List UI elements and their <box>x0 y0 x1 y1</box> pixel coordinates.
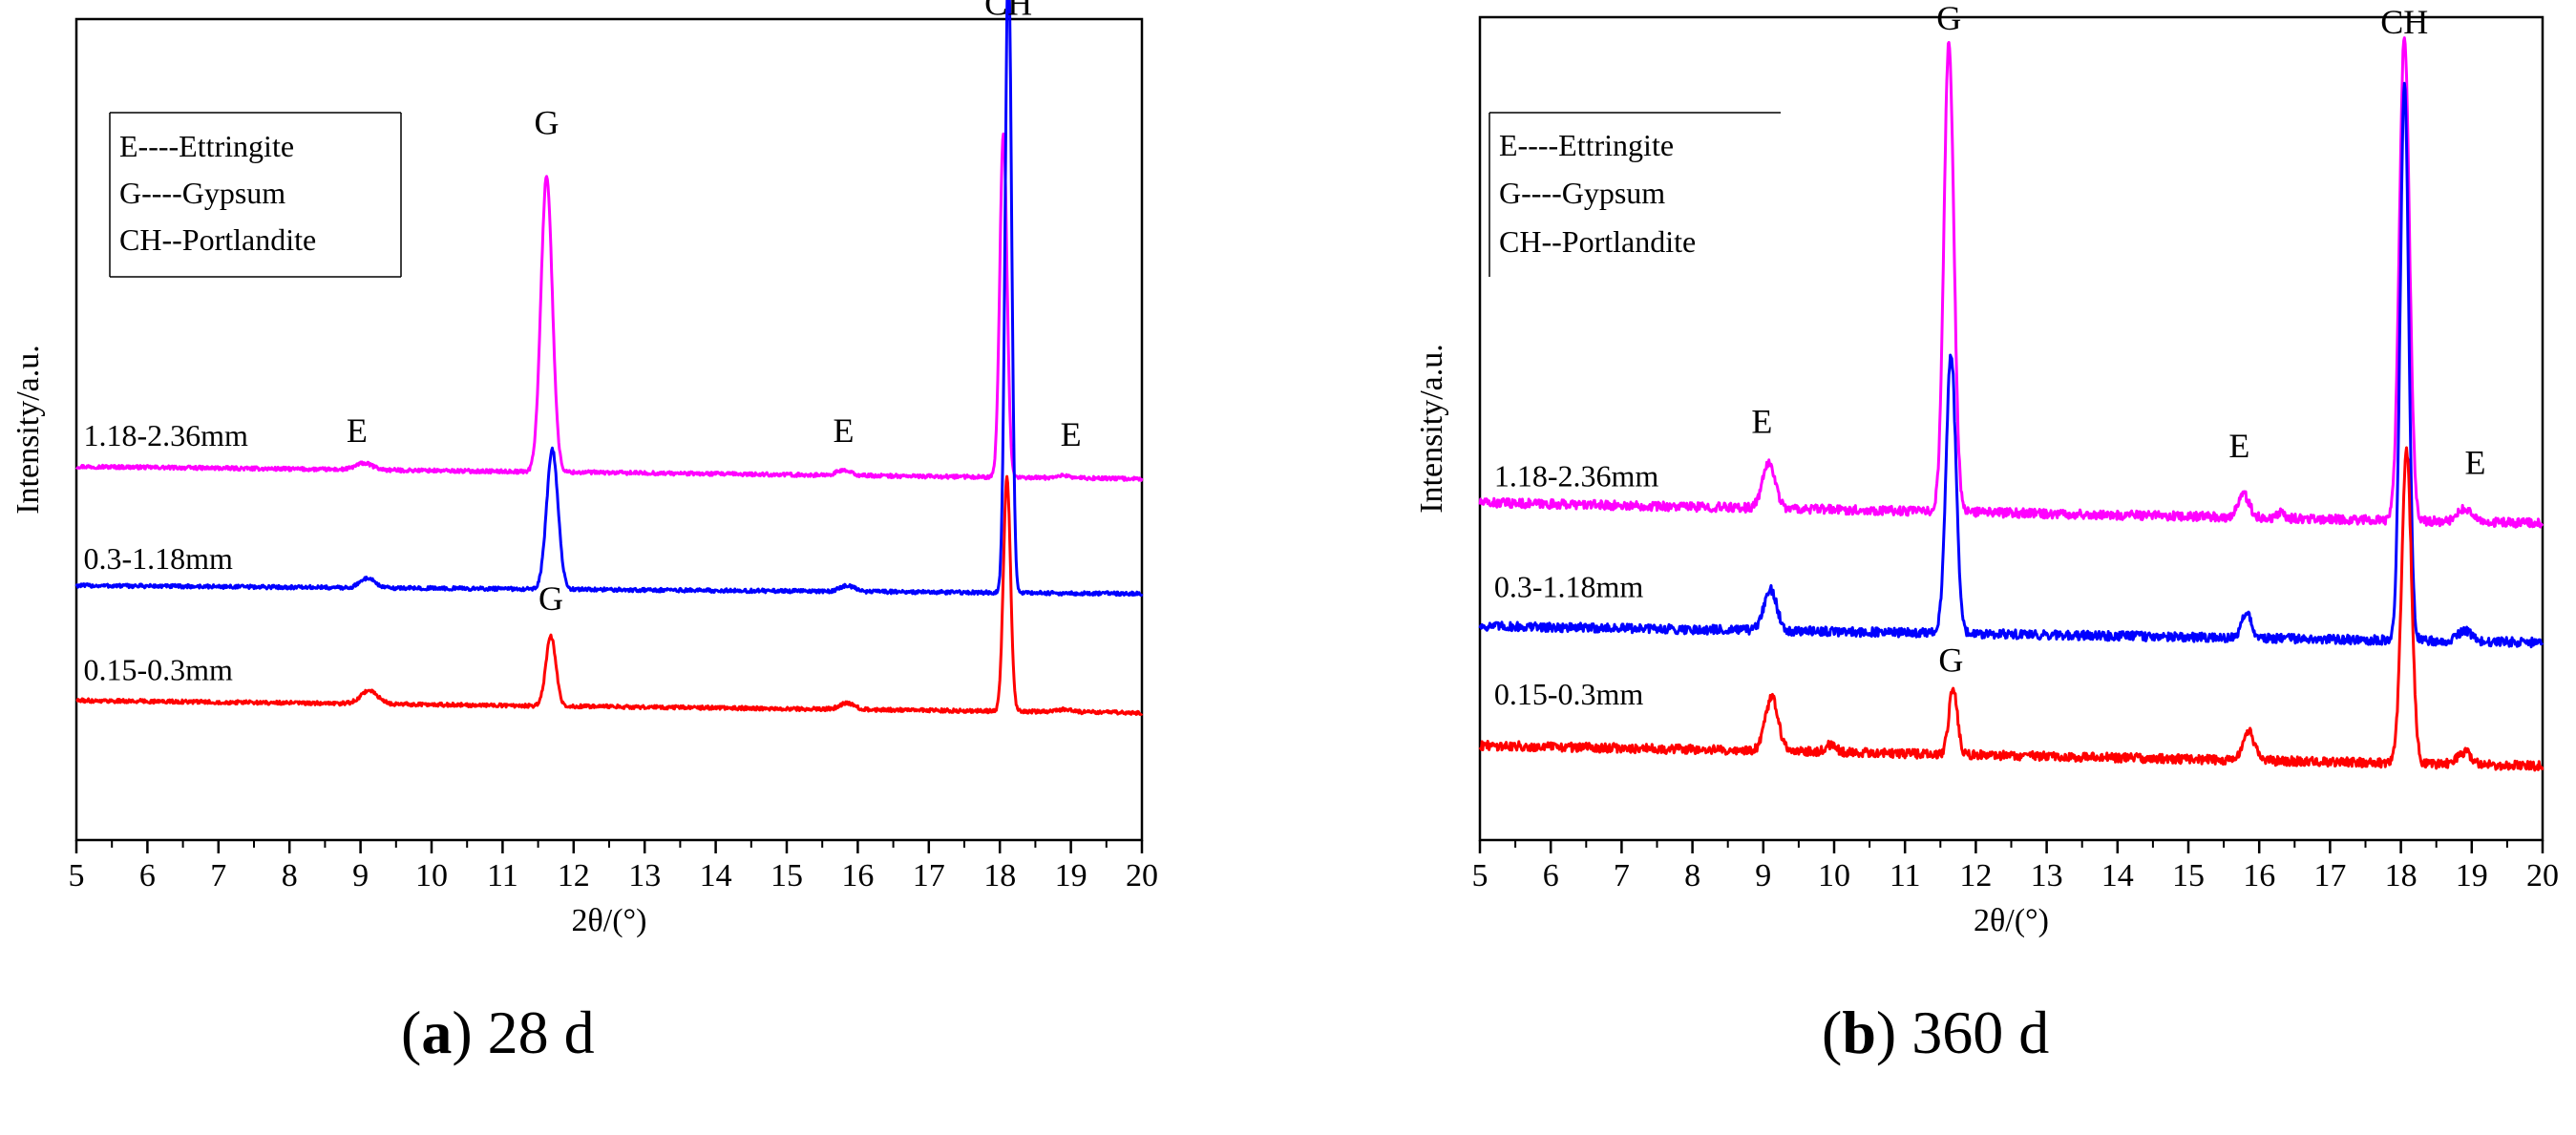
x-axis-label: 2θ/(°) <box>572 903 647 938</box>
x-tick-label: 20 <box>2526 858 2559 893</box>
x-tick-label: 19 <box>1055 858 1087 893</box>
peak-label: E <box>1061 415 1082 453</box>
series-line-1.18-2.36mm <box>1478 36 2544 529</box>
series-label: 0.15-0.3mm <box>83 652 233 686</box>
caption-b: (b) 360 d <box>1822 998 2050 1066</box>
caption-a-letter: a <box>421 998 453 1066</box>
series-line-0.15-0.3mm <box>75 474 1144 716</box>
x-tick-label: 13 <box>2031 858 2063 893</box>
x-tick-label: 8 <box>1684 858 1700 893</box>
series-label: 1.18-2.36mm <box>1494 458 1659 493</box>
peak-label: E <box>1751 402 1772 440</box>
series-line-1.18-2.36mm <box>74 132 1144 482</box>
peak-label: E <box>2465 443 2486 481</box>
legend-entry: CH--Portlandite <box>1499 224 1696 259</box>
series-line-0.3-1.18mm <box>74 0 1144 598</box>
x-tick-label: 7 <box>1614 858 1630 893</box>
x-tick-label: 17 <box>2313 858 2346 893</box>
x-tick-label: 14 <box>700 858 732 893</box>
x-tick-label: 17 <box>913 858 945 893</box>
series-label: 1.18-2.36mm <box>83 418 248 452</box>
panel-a: 5 6 7 8 9 10 11 12 13 14 15 16 17 18 19 20 2θ/(°) Intensi… <box>11 0 1158 938</box>
series-label: 0.3-1.18mm <box>83 541 233 576</box>
peak-label: G <box>1938 641 1963 679</box>
x-tick-label: 14 <box>2101 858 2134 893</box>
x-tick-label: 6 <box>139 858 156 893</box>
series-label: 0.3-1.18mm <box>1494 570 1644 604</box>
x-tick-label: 12 <box>1959 858 1992 893</box>
caption-a-text: 28 d <box>487 998 595 1066</box>
x-tick-label: 9 <box>352 858 369 893</box>
x-tick-label: 10 <box>1818 858 1850 893</box>
x-tick-label: 18 <box>2385 858 2418 893</box>
legend-entry: E----Ettringite <box>119 129 294 163</box>
x-tick-label: 6 <box>1543 858 1559 893</box>
x-tick-label: 5 <box>1472 858 1489 893</box>
peak-label: E <box>2228 427 2249 465</box>
peak-label: G <box>538 579 563 618</box>
caption-b-letter: b <box>1842 998 1876 1066</box>
x-tick-label: 18 <box>983 858 1016 893</box>
x-tick-label: 10 <box>415 858 448 893</box>
y-axis-label: Intensity/a.u. <box>1414 344 1449 514</box>
x-tick-label: 12 <box>558 858 590 893</box>
peak-label: CH <box>984 0 1032 23</box>
x-tick-label: 8 <box>282 858 298 893</box>
caption-a: (a) 28 d <box>401 998 595 1066</box>
peak-label: CH <box>2380 3 2428 41</box>
x-tick-label: 5 <box>69 858 85 893</box>
legend-entry: G----Gypsum <box>1499 176 1665 210</box>
peak-label: G <box>1936 0 1961 37</box>
peak-label: G <box>535 103 560 141</box>
y-axis-label: Intensity/a.u. <box>11 345 46 515</box>
series-label: 0.15-0.3mm <box>1494 677 1644 711</box>
x-tick-label: 9 <box>1755 858 1771 893</box>
x-tick-label: 16 <box>841 858 874 893</box>
x-tick-label: 13 <box>628 858 661 893</box>
legend-entry: CH--Portlandite <box>119 222 316 257</box>
x-tick-label: 15 <box>2172 858 2205 893</box>
x-axis-label: 2θ/(°) <box>1974 903 2049 938</box>
legend-entry: G----Gypsum <box>119 176 285 210</box>
x-tick-label: 16 <box>2243 858 2275 893</box>
peak-label: E <box>834 411 855 450</box>
panel-b: 5 6 7 8 9 10 11 12 13 14 15 16 17 18 19 20 2θ/(°) Intensi… <box>1414 0 2559 938</box>
x-tick-label: 19 <box>2456 858 2488 893</box>
x-tick-label: 11 <box>1890 858 1921 893</box>
x-tick-label: 15 <box>771 858 803 893</box>
x-tick-label: 20 <box>1126 858 1158 893</box>
series-line-0.15-0.3mm <box>1478 446 2544 772</box>
series-line-0.3-1.18mm <box>1478 81 2544 649</box>
caption-b-text: 360 d <box>1911 998 2050 1066</box>
x-tick-label: 7 <box>210 858 226 893</box>
peak-label: E <box>347 411 368 450</box>
x-tick-label: 11 <box>487 858 518 893</box>
legend-entry: E----Ettringite <box>1499 128 1674 162</box>
